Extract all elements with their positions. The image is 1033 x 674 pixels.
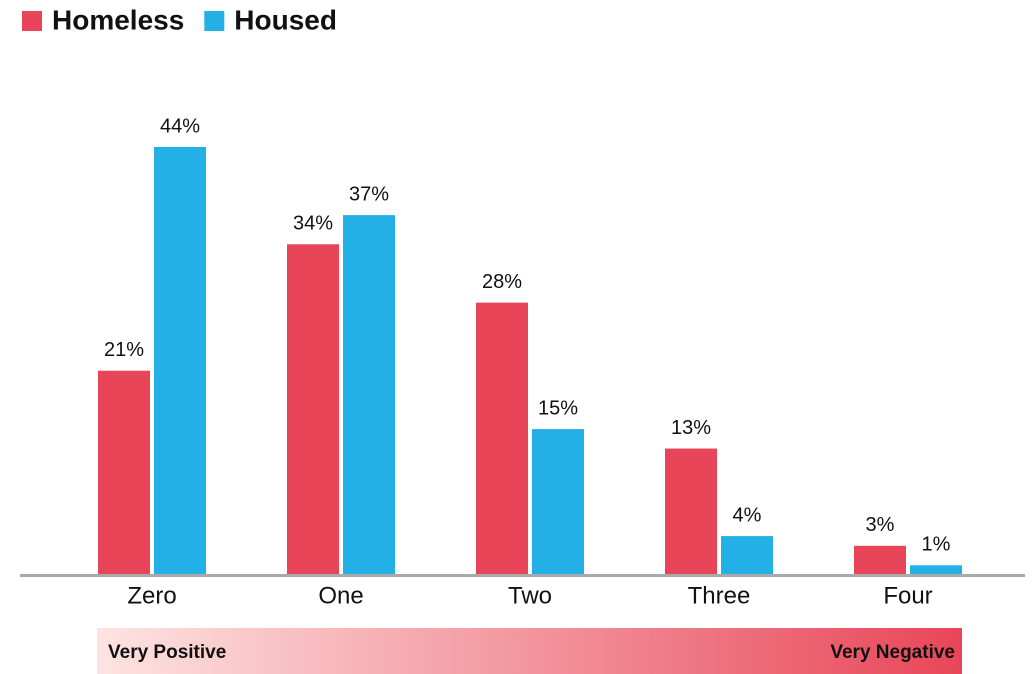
bar [98,370,150,575]
data-label: 28% [482,271,522,293]
bar [721,536,773,575]
bar [854,545,906,575]
annotation: Very Positive [108,642,226,663]
bar [154,147,206,575]
data-label: 34% [293,213,333,235]
legend-label: Housed [234,4,337,35]
x-tick-label: Three [688,582,751,609]
bar [476,302,528,575]
legend-swatch [22,11,42,31]
data-label: 3% [866,514,895,536]
x-tick-label: One [318,582,363,609]
data-label: 21% [104,339,144,361]
data-label: 44% [160,115,200,137]
bar [287,244,339,576]
legend-swatch [204,11,225,31]
x-tick-label: Four [883,582,932,609]
bar [910,565,962,575]
baseline [20,574,1025,577]
data-label: 37% [349,183,389,205]
annotation: Very Negative [830,642,955,663]
scale-gradient [97,628,962,674]
data-label: 4% [733,504,762,526]
x-tick-label: Two [508,582,552,609]
data-label: 13% [671,417,711,439]
x-tick-label: Zero [127,582,176,609]
bar [343,215,395,575]
data-label: 15% [538,397,578,419]
data-label: 1% [922,534,951,556]
bar [665,448,717,575]
legend-label: Homeless [52,4,184,35]
bar [532,429,584,575]
